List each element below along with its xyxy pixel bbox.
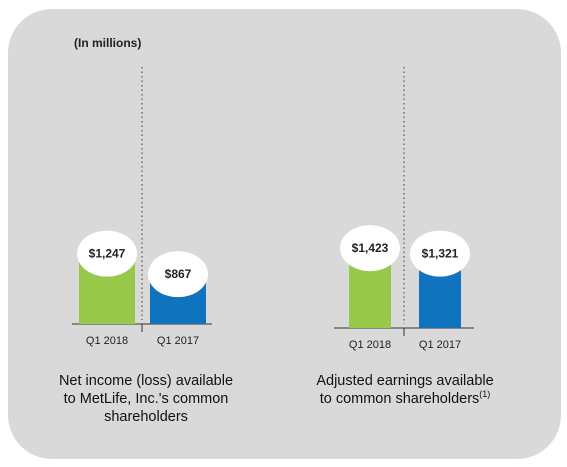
- chart-net-income: $1,247 $867 Q1 2018 Q1 2017: [72, 67, 212, 347]
- chart-adjusted-earnings: $1,423 $1,321 Q1 2018 Q1 2017: [334, 67, 474, 351]
- caption-line: Adjusted earnings available: [316, 373, 494, 389]
- caption-text: to common shareholders: [319, 391, 480, 407]
- category-label-q1-2017: Q1 2017: [419, 339, 461, 351]
- value-bubble-q1-2017: [148, 251, 208, 298]
- caption-net-income: Net income (loss) available to MetLife, …: [31, 372, 261, 426]
- footnote-marker: (1): [479, 389, 491, 400]
- category-label-q1-2017: Q1 2017: [157, 335, 199, 347]
- value-label-q1-2018: $1,423: [352, 241, 389, 255]
- value-label-q1-2018: $1,247: [89, 247, 126, 261]
- caption-line: to MetLife, Inc.'s common: [63, 391, 229, 407]
- caption-adjusted-earnings: Adjusted earnings available to common sh…: [290, 372, 520, 408]
- caption-line: shareholders: [104, 409, 188, 425]
- value-bubble-q1-2018: [340, 225, 400, 272]
- caption-line-with-footnote: to common shareholders(1): [290, 390, 520, 408]
- category-label-q1-2018: Q1 2018: [86, 335, 128, 347]
- value-bubble-q1-2018: [77, 230, 137, 277]
- units-label: (In millions): [74, 36, 142, 50]
- value-bubble-q1-2017: [410, 230, 470, 277]
- value-label-q1-2017: $867: [165, 267, 192, 281]
- caption-line: Net income (loss) available: [58, 373, 234, 389]
- category-label-q1-2018: Q1 2018: [349, 339, 391, 351]
- value-label-q1-2017: $1,321: [422, 247, 459, 261]
